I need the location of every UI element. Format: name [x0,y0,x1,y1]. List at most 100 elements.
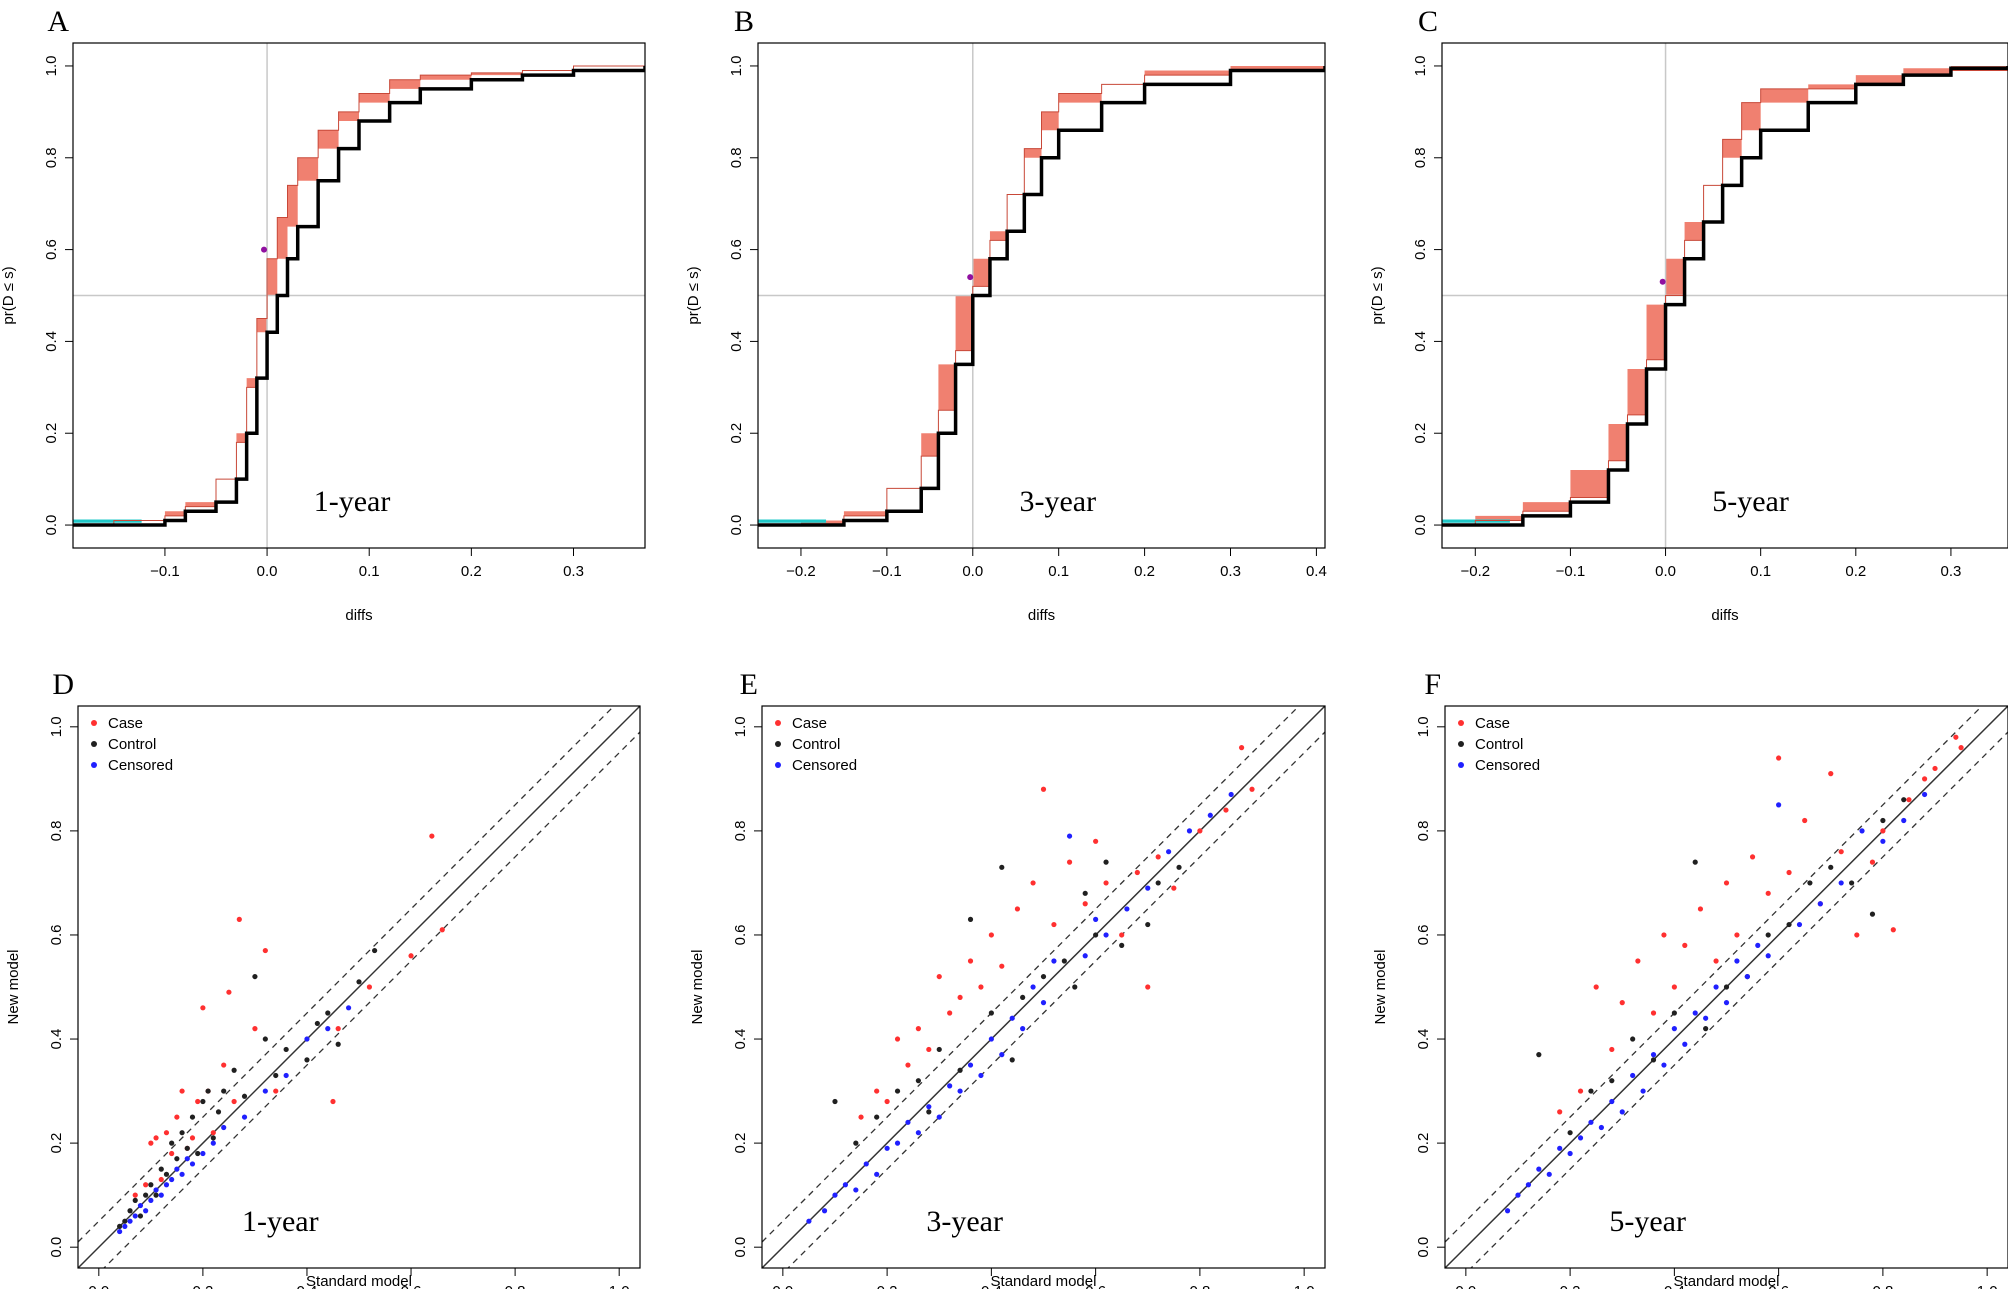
data-point [283,1072,289,1079]
standard-model-cdf [73,65,645,527]
identity-line [78,706,640,1268]
data-point [189,1114,196,1120]
y-tick-label: 0.0 [43,515,60,536]
data-point [1155,880,1161,886]
highlight-point [261,246,268,253]
data-point [1020,994,1026,1001]
plot-area [758,43,1325,548]
data-point [1786,869,1792,876]
y-tick-label: 0.2 [1412,423,1429,444]
data-point [372,947,378,954]
data-point [1671,1010,1677,1016]
data-point [1567,1130,1573,1136]
data-point [1134,869,1140,876]
period-label: 3-year [1019,485,1096,518]
data-point [1009,1057,1015,1063]
data-point [1186,828,1193,834]
data-point [122,1223,128,1229]
data-point [158,1176,164,1183]
data-point [1838,849,1844,855]
data-point [1155,854,1161,860]
y-tick-label: 0.4 [732,1029,749,1050]
data-point [132,1197,138,1203]
panel-letter: B [734,5,754,38]
data-point [366,984,373,990]
data-point [137,1202,144,1209]
data-point [988,1010,994,1016]
legend-label-case: Case [108,715,143,732]
legend-label-case: Case [792,715,827,732]
data-point [1901,817,1907,824]
x-tick-label: 0.3 [1220,563,1241,580]
data-point [148,1182,154,1188]
data-point [179,1088,185,1094]
lower-band-line [103,731,640,1268]
series-censored [806,791,1234,1224]
plot-area [1442,43,2008,548]
y-tick-label: 0.2 [48,1133,65,1154]
legend-marker-case [91,720,97,726]
data-point [153,1135,159,1141]
x-tick-label: 0.0 [962,563,983,580]
x-tick-label: −0.1 [1556,563,1586,580]
data-point [163,1130,170,1136]
data-point [967,916,974,922]
y-tick-label: 1.0 [43,56,60,77]
y-tick-label: 0.8 [728,147,745,168]
data-point [1030,984,1036,990]
x-tick-label: 0.8 [1872,1283,1893,1289]
legend-marker-case [775,720,781,726]
data-point [1765,953,1771,959]
data-point [1807,880,1813,886]
data-point [1609,1078,1615,1084]
data-point [1040,973,1047,980]
data-point [143,1208,149,1214]
y-tick-label: 0.4 [1412,331,1429,352]
new-model-cdf [73,65,645,526]
data-point [1786,921,1792,928]
plot-frame [757,42,1326,549]
data-point [1749,854,1756,860]
data-point [1796,921,1803,928]
legend-marker-control [775,741,781,747]
data-point [1630,1072,1636,1079]
data-point [884,1098,890,1105]
y-tick-label: 0.6 [48,925,65,946]
data-point [241,1114,248,1120]
x-tick-label: 0.0 [1455,1283,1476,1289]
data-point [1119,942,1125,948]
x-tick-label: 0.3 [1940,563,1961,580]
x-tick-label: −0.1 [872,563,902,580]
x-tick-label: 0.6 [1085,1283,1106,1289]
data-point [1661,1062,1667,1068]
data-point [314,1020,320,1027]
data-point [195,1098,201,1105]
x-tick-label: 0.0 [1655,563,1676,580]
data-point [1166,849,1172,855]
legend-label-censored: Censored [1475,757,1540,774]
data-point [894,1088,901,1094]
data-point [210,1130,216,1136]
data-point [1650,1052,1657,1058]
data-point [210,1135,216,1141]
data-point [1692,859,1698,865]
new-model-cdf [758,65,1325,526]
data-point [967,958,974,964]
data-point [988,1036,994,1042]
data-point [936,1114,942,1120]
data-point [1838,880,1844,886]
lower-band-line [787,731,1325,1268]
y-tick-label: 0.6 [1412,239,1429,260]
data-point [947,1083,953,1089]
data-point [1713,984,1719,990]
x-tick-label: 0.6 [1768,1283,1789,1289]
x-tick-label: 1.0 [1977,1283,1998,1289]
data-point [1609,1098,1615,1105]
y-tick-label: 0.6 [728,239,745,260]
data-point [184,1145,190,1151]
data-point [335,1041,341,1047]
data-point [1671,1026,1677,1032]
data-point [1692,1010,1698,1016]
data-point [1640,1088,1646,1094]
x-axis-label: Standard model [1674,1273,1780,1289]
